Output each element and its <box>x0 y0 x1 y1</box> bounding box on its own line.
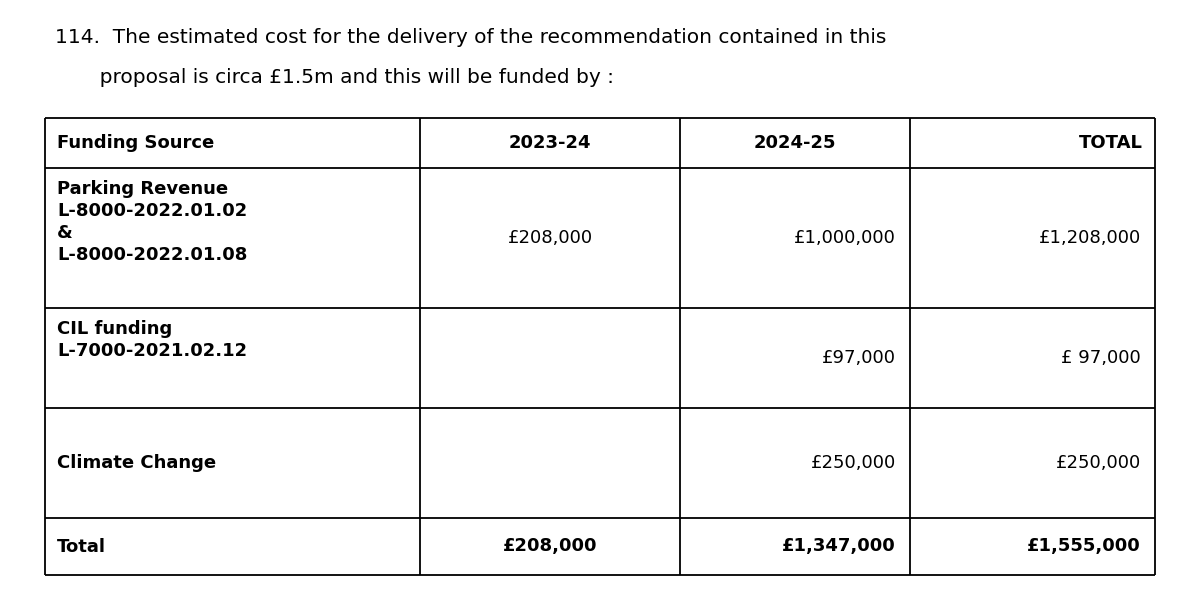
Text: £1,347,000: £1,347,000 <box>782 538 896 555</box>
Text: Total: Total <box>58 538 106 555</box>
Text: £1,555,000: £1,555,000 <box>1027 538 1141 555</box>
Text: L-7000-2021.02.12: L-7000-2021.02.12 <box>58 342 247 360</box>
Text: £ 97,000: £ 97,000 <box>1061 349 1141 367</box>
Text: Parking Revenue: Parking Revenue <box>58 180 228 198</box>
Text: £208,000: £208,000 <box>508 229 593 247</box>
Text: £97,000: £97,000 <box>822 349 896 367</box>
Text: CIL funding: CIL funding <box>58 320 173 338</box>
Text: TOTAL: TOTAL <box>1079 134 1142 152</box>
Text: Funding Source: Funding Source <box>58 134 215 152</box>
Text: £1,208,000: £1,208,000 <box>1039 229 1141 247</box>
Text: proposal is circa £1.5m and this will be funded by :: proposal is circa £1.5m and this will be… <box>55 68 614 87</box>
Text: £1,000,000: £1,000,000 <box>794 229 896 247</box>
Text: L-8000-2022.01.08: L-8000-2022.01.08 <box>58 246 247 264</box>
Text: &: & <box>58 224 73 242</box>
Text: £250,000: £250,000 <box>811 454 896 472</box>
Text: 2024-25: 2024-25 <box>754 134 836 152</box>
Text: 2023-24: 2023-24 <box>509 134 592 152</box>
Text: L-8000-2022.01.02: L-8000-2022.01.02 <box>58 202 247 220</box>
Text: 114.  The estimated cost for the delivery of the recommendation contained in thi: 114. The estimated cost for the delivery… <box>55 28 887 47</box>
Text: £250,000: £250,000 <box>1056 454 1141 472</box>
Text: £208,000: £208,000 <box>503 538 598 555</box>
Text: Climate Change: Climate Change <box>58 454 216 472</box>
